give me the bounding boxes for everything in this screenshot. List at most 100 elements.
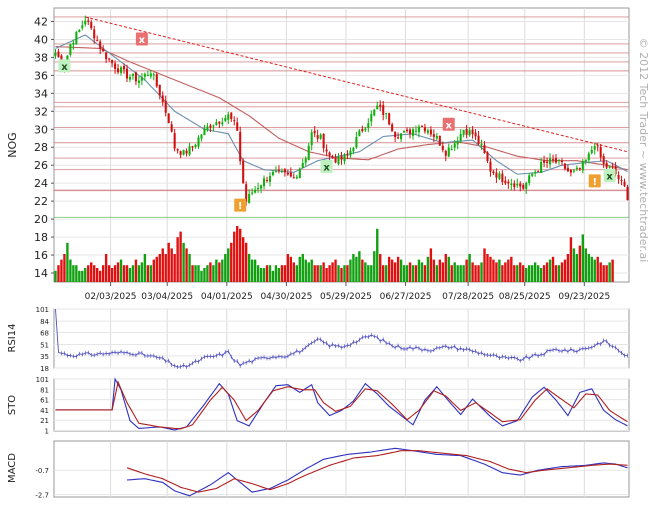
volume-bar [402,265,406,282]
volume-bar [143,254,147,282]
volume-bar [393,262,397,282]
volume-bar [468,254,471,282]
candle-body [277,169,280,171]
sub-y-tick-label: 61 [40,397,49,405]
candle-body [626,187,629,201]
candle-body [149,73,152,77]
volume-bar [233,231,236,282]
volume-bar [268,265,272,282]
candle-body [560,160,564,163]
sub-y-tick-label: 81 [40,386,49,394]
volume-bar [557,265,561,282]
volume-bar [387,256,391,282]
candle-body [251,192,254,194]
candle-body [477,135,480,145]
candle-body [566,167,569,172]
candle-body [531,173,534,176]
candle-body [599,147,602,158]
volume-bar [230,242,233,282]
volume-bar [274,265,278,282]
volume-bar [319,265,322,282]
candle-body [122,65,126,70]
candle-body [349,150,352,156]
candle-body [370,114,373,122]
volume-bar [116,262,120,282]
candle-body [551,159,555,161]
candle-body [134,72,137,82]
x-tick-label: 07/28/2025 [442,292,494,302]
volume-bar [465,259,468,282]
signal-marker-alert [234,198,247,212]
volume-bar [590,256,593,282]
candle-body [260,185,263,189]
candle-body [441,145,444,150]
volume-bar [185,248,188,282]
candle-body [608,166,611,168]
volume-bar [593,259,596,282]
candle-body [501,173,504,183]
candle-body [352,148,355,152]
candle-body [271,172,275,176]
volume-bar [286,254,290,282]
candle-body [155,74,158,87]
candle-body [131,73,134,76]
candle-body [72,42,75,45]
volume-bar [244,242,248,282]
candle-body [587,153,590,161]
candle-body [164,100,167,113]
volume-bar [161,248,164,282]
sub-panel-frame-sto [53,378,630,432]
y-tick-label: 40 [34,33,48,46]
volume-bar [87,265,90,282]
volume-bar [280,265,284,282]
candle-body [480,143,483,145]
candle-body [239,131,242,162]
candle-body [394,131,397,138]
candle-body [510,183,513,186]
candle-body [268,176,272,182]
y-tick-label: 22 [34,195,48,208]
x-tick-label: 06/27/2025 [380,292,432,302]
candle-body [111,60,114,64]
candle-body [549,158,552,165]
candle-body [137,80,140,84]
volume-bar [349,259,352,282]
sub-y-tick-label: 41 [40,407,49,415]
volume-bar [343,265,346,282]
candle-body [358,130,361,137]
candle-body [543,160,546,163]
volume-bar [331,262,334,282]
volume-bar [480,262,483,282]
sub-panel-label: STO [7,395,18,415]
volume-bar [411,265,415,282]
x-tick-label: 02/03/2025 [85,292,137,302]
volume-bar [78,270,81,282]
candle-body [411,129,415,136]
volume-bar [152,259,155,282]
volume-bar [367,265,370,282]
volume-bar [432,259,436,282]
volume-bar [513,265,516,282]
candle-body [516,183,519,186]
candle-body [346,154,349,156]
volume-bar [253,259,257,282]
candle-body [96,40,99,42]
volume-bar [346,265,349,282]
candle-body [167,113,170,124]
volume-bar [218,262,221,282]
candle-body [596,145,599,147]
candle-body [426,130,429,133]
candle-body [233,120,236,122]
volume-bar [599,262,602,282]
candle-body [343,154,346,162]
x-tick-label: 04/30/2025 [260,292,312,302]
volume-bar [176,237,179,282]
candle-body [206,126,209,131]
candle-body [182,150,185,155]
volume-bar [69,259,72,282]
volume-bar [72,265,75,282]
candle-body [212,125,215,127]
volume-bar [256,265,260,282]
candle-body [108,58,111,60]
volume-bar [399,259,403,282]
